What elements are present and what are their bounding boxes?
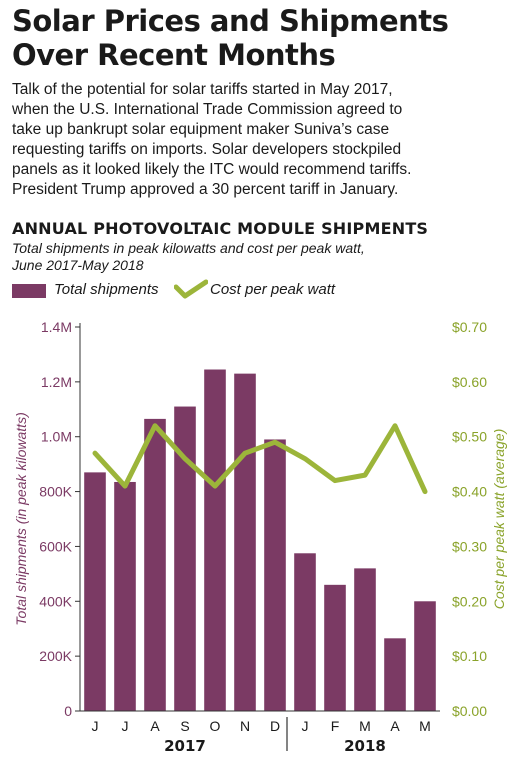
y-tick-label-right: $0.50 [452, 429, 487, 445]
x-tick-label: D [270, 718, 280, 734]
x-tick-label: N [240, 718, 250, 734]
title-line-2: Over Recent Months [12, 38, 336, 72]
year-label: 2017 [164, 737, 206, 755]
y-tick-label-left: 1.4M [41, 319, 72, 335]
y-tick-label-left: 1.2M [41, 374, 72, 390]
bar [174, 406, 196, 711]
y-tick-label-left: 1.0M [41, 429, 72, 445]
chart-title: ANNUAL PHOTOVOLTAIC MODULE SHIPMENTS [12, 219, 429, 238]
intro-line: when the U.S. International Trade Commis… [12, 101, 403, 118]
x-tick-label: A [390, 718, 400, 734]
y-tick-label-left: 400K [39, 593, 72, 609]
cost-line [92, 423, 428, 495]
intro-paragraph: Talk of the potential for solar tariffs … [12, 80, 507, 200]
x-tick-label: A [150, 718, 160, 734]
page-title: Solar Prices and Shipments Over Recent M… [12, 4, 507, 72]
bar [84, 472, 106, 711]
legend-bar-swatch [12, 284, 46, 298]
bar [144, 418, 166, 711]
y-tick-label-left: 0 [64, 703, 72, 719]
y-tick-label-right: $0.30 [452, 538, 487, 554]
x-tick-label: M [419, 718, 431, 734]
legend-line-swatch [174, 279, 208, 299]
year-label: 2018 [344, 737, 386, 755]
x-tick-label: J [122, 718, 129, 734]
y-tick-label-right: $0.10 [452, 648, 487, 664]
y-tick-label-left: 800K [39, 484, 72, 500]
x-tick-label: J [302, 718, 309, 734]
y-tick-label-right: $0.40 [452, 484, 487, 500]
legend-line-label: Cost per peak watt [210, 281, 336, 298]
bar [204, 369, 226, 711]
bar [234, 373, 256, 711]
bar [384, 638, 406, 711]
intro-line: Talk of the potential for solar tariffs … [12, 81, 393, 98]
y-axis-title-right: Cost per peak watt (average) [491, 429, 507, 610]
y-tick-label-right: $0.20 [452, 593, 487, 609]
y-tick-label-right: $0.60 [452, 374, 487, 390]
intro-line: panels as it looked likely the ITC would… [12, 161, 412, 178]
chart-subtitle-line: Total shipments in peak kilowatts and co… [12, 240, 365, 256]
title-line-1: Solar Prices and Shipments [12, 4, 449, 38]
x-tick-label: J [92, 718, 99, 734]
x-tick-label: S [180, 718, 189, 734]
bar [414, 601, 436, 711]
x-tick-label: O [210, 718, 221, 734]
chart-subtitle: Total shipments in peak kilowatts and co… [12, 240, 507, 274]
chart-subtitle-line: June 2017-May 2018 [12, 257, 144, 273]
x-tick-label: F [331, 718, 340, 734]
bar [264, 439, 286, 711]
bar [324, 584, 346, 711]
chart-legend: Total shipments Cost per peak watt [12, 279, 507, 303]
y-tick-label-right: $0.00 [452, 703, 487, 719]
y-axis-title-left: Total shipments (in peak kilowatts) [13, 412, 29, 625]
legend-bar-label: Total shipments [54, 281, 159, 298]
intro-line: take up bankrupt solar equipment maker S… [12, 121, 390, 138]
intro-line: President Trump approved a 30 percent ta… [12, 181, 399, 198]
intro-line: requesting tariffs on imports. Solar dev… [12, 141, 402, 158]
y-tick-label-right: $0.70 [452, 319, 487, 335]
y-tick-label-left: 200K [39, 648, 72, 664]
bar [114, 481, 136, 711]
bar [294, 553, 316, 711]
y-tick-label-left: 600K [39, 538, 72, 554]
x-tick-label: M [359, 718, 371, 734]
bar [354, 568, 376, 711]
